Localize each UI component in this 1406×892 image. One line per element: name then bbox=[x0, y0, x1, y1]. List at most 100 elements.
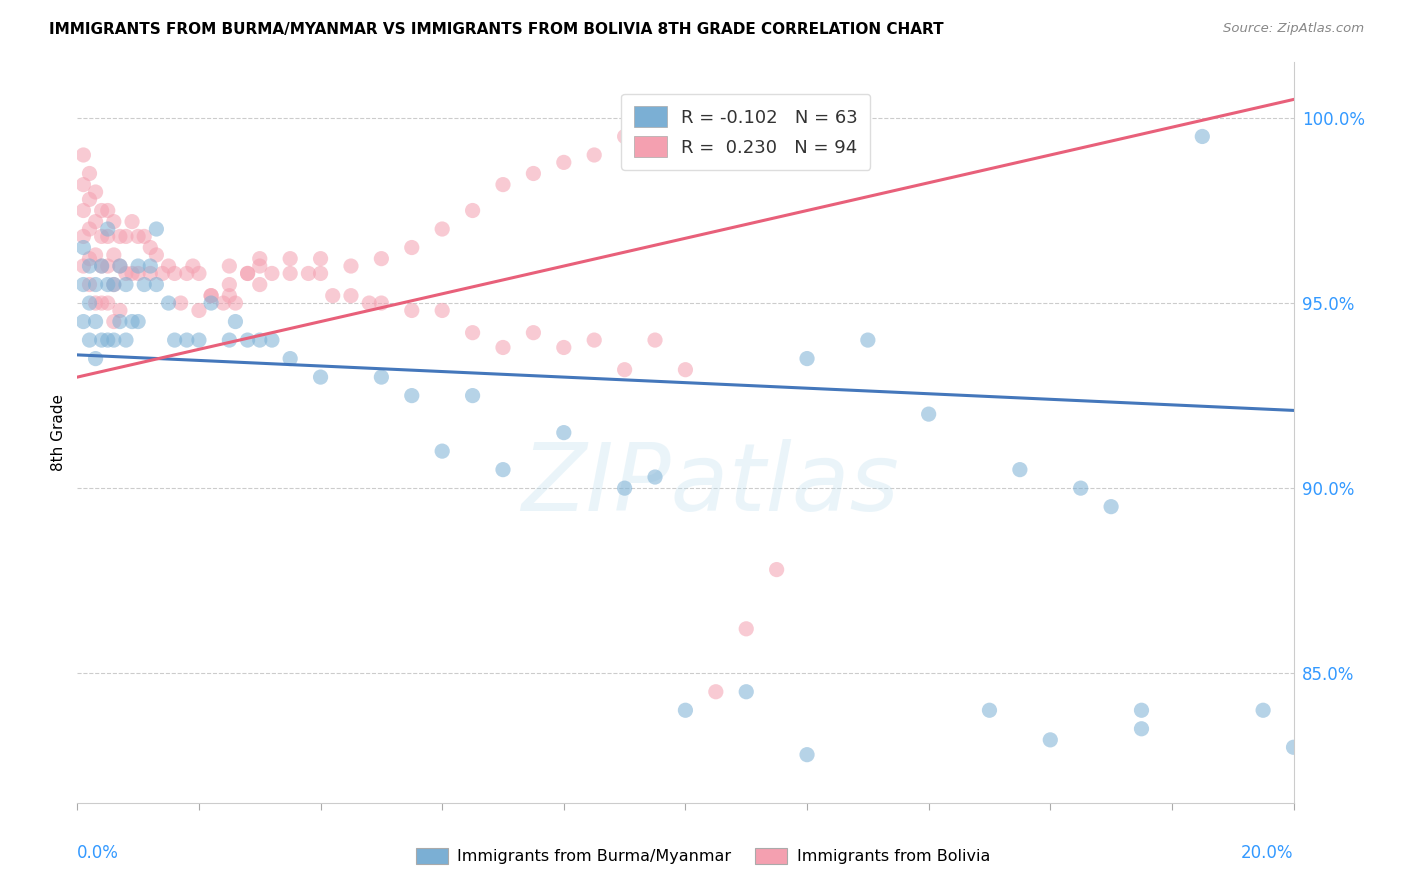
Point bbox=[704, 685, 727, 699]
Point bbox=[90, 259, 112, 273]
Point bbox=[278, 351, 301, 366]
Point bbox=[644, 470, 666, 484]
Point bbox=[84, 248, 107, 262]
Point bbox=[675, 362, 697, 376]
Point bbox=[583, 333, 606, 347]
Point bbox=[97, 277, 120, 292]
Point bbox=[370, 370, 392, 384]
Point bbox=[97, 203, 120, 218]
Point bbox=[461, 326, 484, 340]
Point bbox=[84, 277, 107, 292]
Point bbox=[430, 222, 453, 236]
Point bbox=[297, 267, 319, 281]
Point bbox=[90, 229, 112, 244]
Point bbox=[108, 314, 131, 328]
Point bbox=[1070, 481, 1092, 495]
Point bbox=[1099, 500, 1122, 514]
Point bbox=[115, 267, 138, 281]
Point bbox=[90, 296, 112, 310]
Point bbox=[1282, 740, 1305, 755]
Point bbox=[79, 296, 101, 310]
Point bbox=[145, 222, 167, 236]
Point bbox=[157, 259, 180, 273]
Point bbox=[644, 333, 666, 347]
Point bbox=[103, 277, 125, 292]
Legend: R = -0.102   N = 63, R =  0.230   N = 94: R = -0.102 N = 63, R = 0.230 N = 94 bbox=[621, 94, 870, 169]
Point bbox=[461, 388, 484, 402]
Point bbox=[236, 267, 259, 281]
Point bbox=[765, 563, 787, 577]
Point bbox=[370, 252, 392, 266]
Point bbox=[583, 148, 606, 162]
Point bbox=[121, 314, 143, 328]
Point bbox=[613, 362, 636, 376]
Point bbox=[72, 240, 94, 254]
Point bbox=[522, 166, 544, 180]
Point bbox=[359, 296, 381, 310]
Point bbox=[796, 747, 818, 762]
Point bbox=[461, 203, 484, 218]
Point bbox=[188, 303, 211, 318]
Point bbox=[735, 685, 758, 699]
Point bbox=[218, 277, 240, 292]
Point bbox=[79, 222, 101, 236]
Point bbox=[72, 148, 94, 162]
Point bbox=[979, 703, 1001, 717]
Point bbox=[103, 214, 125, 228]
Point bbox=[1191, 129, 1213, 144]
Point bbox=[79, 166, 101, 180]
Point bbox=[224, 314, 246, 328]
Point bbox=[340, 259, 363, 273]
Point bbox=[613, 481, 636, 495]
Point bbox=[401, 240, 423, 254]
Point bbox=[218, 288, 240, 302]
Point bbox=[115, 229, 138, 244]
Point bbox=[145, 248, 167, 262]
Point bbox=[401, 303, 423, 318]
Text: ZIPatlas: ZIPatlas bbox=[520, 439, 898, 530]
Point bbox=[103, 248, 125, 262]
Point bbox=[249, 252, 271, 266]
Point bbox=[163, 333, 186, 347]
Point bbox=[181, 259, 204, 273]
Point bbox=[918, 407, 941, 421]
Point bbox=[134, 277, 156, 292]
Point bbox=[492, 341, 515, 355]
Point bbox=[188, 333, 211, 347]
Point bbox=[796, 351, 818, 366]
Point bbox=[170, 296, 193, 310]
Point bbox=[188, 267, 211, 281]
Point bbox=[84, 296, 107, 310]
Point bbox=[163, 267, 186, 281]
Point bbox=[260, 333, 283, 347]
Point bbox=[735, 622, 758, 636]
Point bbox=[121, 214, 143, 228]
Point bbox=[90, 259, 112, 273]
Point bbox=[139, 259, 162, 273]
Point bbox=[90, 203, 112, 218]
Point bbox=[200, 288, 222, 302]
Point bbox=[1130, 703, 1153, 717]
Legend: Immigrants from Burma/Myanmar, Immigrants from Bolivia: Immigrants from Burma/Myanmar, Immigrant… bbox=[409, 841, 997, 871]
Point bbox=[430, 303, 453, 318]
Point bbox=[553, 155, 575, 169]
Point bbox=[127, 314, 149, 328]
Point bbox=[644, 119, 666, 133]
Point bbox=[115, 333, 138, 347]
Point bbox=[103, 333, 125, 347]
Point bbox=[108, 259, 131, 273]
Point bbox=[72, 203, 94, 218]
Point bbox=[139, 267, 162, 281]
Point bbox=[72, 314, 94, 328]
Point bbox=[1039, 732, 1062, 747]
Point bbox=[218, 259, 240, 273]
Point bbox=[1008, 462, 1031, 476]
Point bbox=[856, 333, 879, 347]
Point bbox=[249, 277, 271, 292]
Point bbox=[260, 267, 283, 281]
Point bbox=[1251, 703, 1274, 717]
Text: 20.0%: 20.0% bbox=[1241, 845, 1294, 863]
Point bbox=[84, 351, 107, 366]
Point bbox=[127, 229, 149, 244]
Point bbox=[72, 178, 94, 192]
